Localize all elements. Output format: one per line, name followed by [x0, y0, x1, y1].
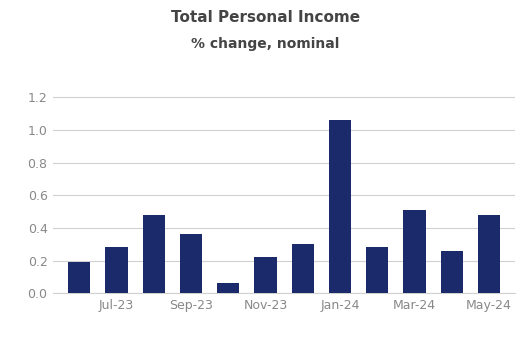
Bar — [441, 251, 463, 293]
Bar — [366, 247, 388, 293]
Text: % change, nominal: % change, nominal — [191, 37, 340, 51]
Bar — [292, 244, 314, 293]
Bar — [217, 283, 239, 293]
Bar — [180, 235, 202, 293]
Text: Total Personal Income: Total Personal Income — [171, 10, 360, 25]
Bar — [105, 247, 127, 293]
Bar — [142, 215, 165, 293]
Bar — [478, 215, 500, 293]
Bar — [329, 120, 351, 293]
Bar — [404, 210, 426, 293]
Bar — [68, 262, 90, 293]
Bar — [254, 257, 277, 293]
